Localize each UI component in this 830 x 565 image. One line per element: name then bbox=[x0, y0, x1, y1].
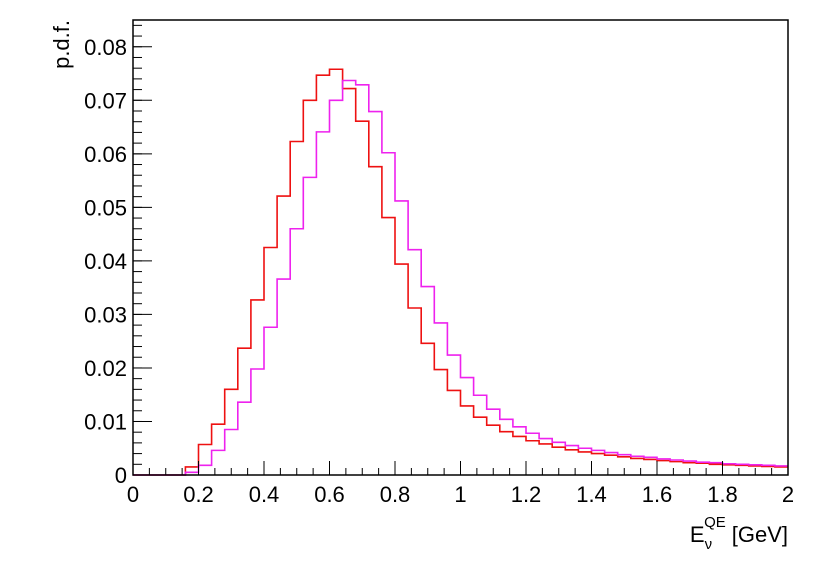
x-tick-label: 0.8 bbox=[380, 482, 411, 507]
histogram-series-1 bbox=[133, 68, 788, 476]
x-tick-label: 2 bbox=[782, 482, 794, 507]
x-axis-label-subscript: ν bbox=[705, 536, 713, 553]
x-axis-label: Eν QE [GeV] bbox=[690, 514, 788, 553]
y-tick-label: 0.02 bbox=[84, 356, 127, 381]
x-axis-label-unit: [GeV] bbox=[732, 522, 788, 547]
y-axis-label: p.d.f. bbox=[49, 20, 74, 69]
y-tick-label: 0.05 bbox=[84, 195, 127, 220]
y-tick-label: 0.04 bbox=[84, 249, 127, 274]
x-tick-label: 1.6 bbox=[642, 482, 673, 507]
x-tick-label: 0.2 bbox=[183, 482, 214, 507]
x-axis-label-main: E bbox=[690, 522, 705, 547]
y-tick-label: 0.08 bbox=[84, 35, 127, 60]
x-tick-label: 1.8 bbox=[707, 482, 738, 507]
series-layer bbox=[133, 68, 788, 476]
y-tick-label: 0 bbox=[115, 463, 127, 488]
tick-layer: 0 0.2 0.4 0.6 0.8 1 1.2 1.4 1.6 1.8 2 0 0.01 0.02 0.03… bbox=[84, 24, 794, 507]
x-tick-label: 1.4 bbox=[576, 482, 607, 507]
x-axis-label-superscript: QE bbox=[704, 514, 726, 531]
x-tick-label: 0 bbox=[127, 482, 139, 507]
x-tick-label: 1.2 bbox=[511, 482, 542, 507]
x-tick-label: 1 bbox=[454, 482, 466, 507]
y-tick-label: 0.07 bbox=[84, 88, 127, 113]
y-tick-label: 0.01 bbox=[84, 409, 127, 434]
histogram-series-2 bbox=[133, 79, 788, 476]
y-tick-label: 0.03 bbox=[84, 302, 127, 327]
x-tick-label: 0.4 bbox=[249, 482, 280, 507]
x-tick-label: 0.6 bbox=[314, 482, 345, 507]
y-tick-label: 0.06 bbox=[84, 142, 127, 167]
